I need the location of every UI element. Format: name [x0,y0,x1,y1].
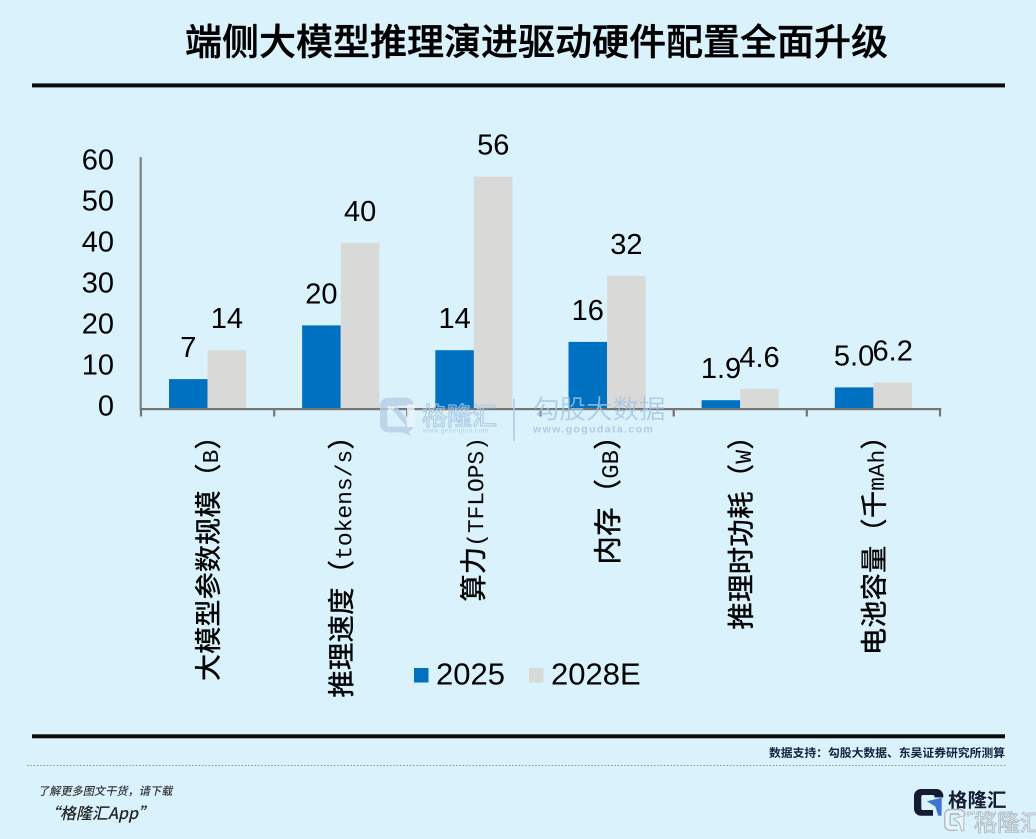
svg-text:32: 32 [610,229,642,261]
svg-text:40: 40 [344,196,376,228]
svg-text:50: 50 [82,185,114,217]
svg-text:6.2: 6.2 [873,335,913,367]
svg-text:20: 20 [82,308,114,340]
svg-text:0: 0 [98,390,114,422]
svg-text:5.0: 5.0 [834,340,874,372]
svg-text:www.gelonghui.com: www.gelonghui.com [422,428,489,435]
svg-text:60: 60 [82,144,114,176]
svg-text:56: 56 [477,130,509,162]
svg-text:www.gogudata.com: www.gogudata.com [532,424,654,436]
svg-text:40: 40 [82,226,114,258]
svg-text:1.9: 1.9 [701,353,741,385]
svg-text:14: 14 [211,303,243,335]
svg-text:16: 16 [572,295,604,327]
svg-text:4.6: 4.6 [739,342,779,374]
svg-text:2025: 2025 [436,657,505,692]
svg-text:2028E: 2028E [551,657,641,692]
svg-text:30: 30 [82,267,114,299]
svg-text:20: 20 [305,278,337,310]
svg-text:7: 7 [180,332,196,364]
svg-text:10: 10 [82,349,114,381]
svg-text:14: 14 [438,303,470,335]
